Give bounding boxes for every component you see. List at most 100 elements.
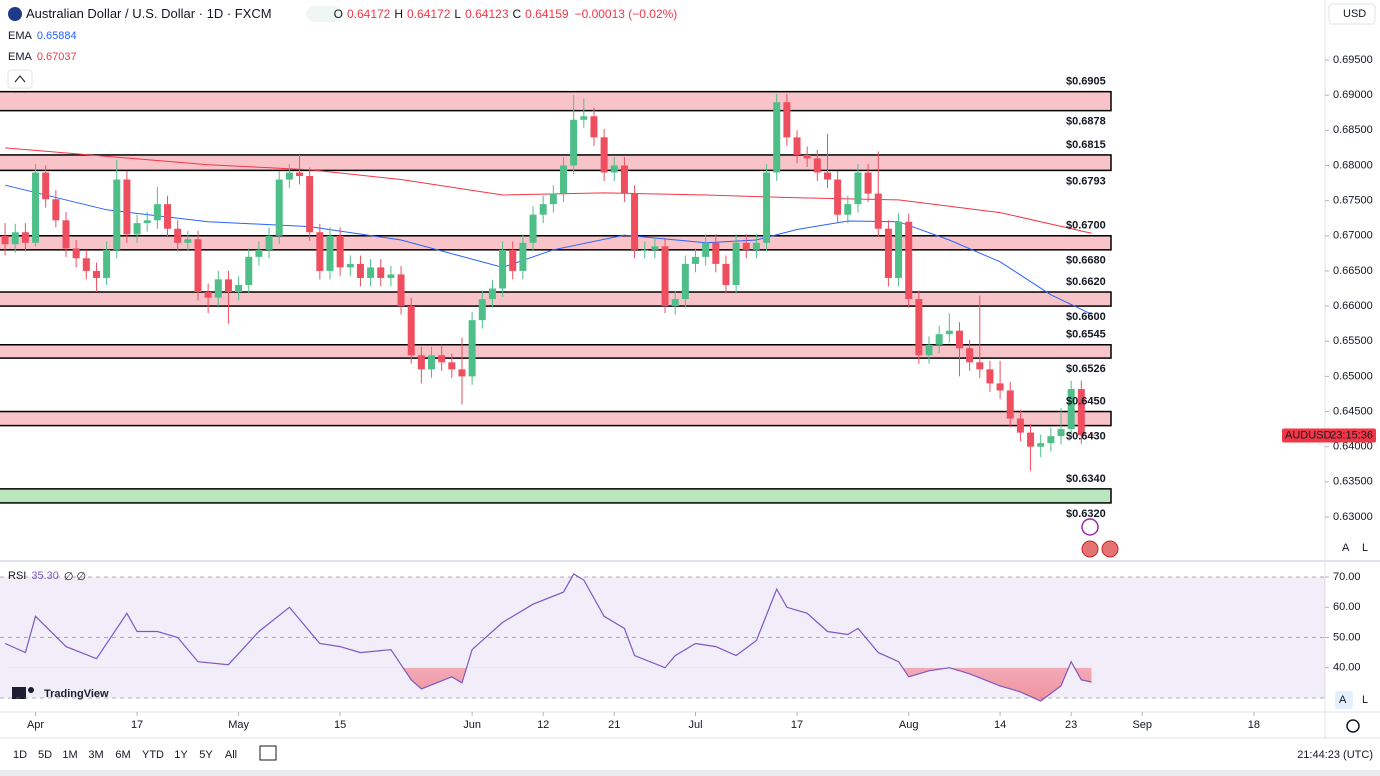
y-tick-label: 0.65500: [1333, 335, 1373, 347]
ema-label: EMA: [8, 30, 32, 42]
level-label: $0.6430: [1066, 430, 1106, 442]
calendar-icon[interactable]: [259, 745, 277, 761]
range-button[interactable]: 6M: [115, 749, 130, 761]
range-button[interactable]: 3M: [88, 749, 103, 761]
candle-body: [996, 383, 1004, 391]
candle-body: [153, 204, 161, 221]
candle-body: [641, 249, 649, 251]
settings-icon[interactable]: [1346, 719, 1360, 733]
candle-body: [1047, 436, 1055, 444]
candle-body: [1016, 418, 1024, 433]
candle-body: [854, 172, 862, 205]
range-button[interactable]: 5Y: [199, 749, 213, 761]
candle-body: [966, 348, 974, 363]
candle-body: [377, 267, 385, 278]
ema-value: 0.65884: [36, 30, 77, 42]
candle-body: [1087, 434, 1095, 436]
candle-body: [224, 279, 232, 293]
range-button[interactable]: 1Y: [174, 749, 188, 761]
level-zone: [0, 343, 1112, 359]
y-tick-label: 70.00: [1333, 571, 1361, 583]
level-zone: [0, 291, 1112, 307]
scale-button-bg: [1335, 691, 1353, 709]
candle-body: [1027, 432, 1035, 447]
candle-body: [204, 292, 212, 298]
footer-strip: [0, 770, 1380, 776]
candle-body: [742, 242, 750, 250]
candle-body: [1067, 389, 1075, 430]
price-tag-countdown: 23:15:36: [1330, 429, 1373, 441]
candle-body: [103, 249, 111, 278]
candle-body: [458, 369, 466, 377]
level-label: $0.6600: [1066, 311, 1106, 323]
candle-body: [448, 362, 456, 370]
candle-body: [1037, 443, 1045, 447]
level-label: $0.6680: [1066, 255, 1106, 267]
range-button[interactable]: 1M: [62, 749, 77, 761]
candle-body: [955, 330, 963, 349]
range-button[interactable]: 1D: [13, 749, 27, 761]
candle-body: [1057, 429, 1065, 437]
y-tick-label: 0.68500: [1333, 124, 1373, 136]
x-tick-label: Sep: [1132, 719, 1152, 731]
level-zone: [0, 154, 1112, 172]
level-label: $0.6878: [1066, 116, 1106, 128]
scale-button[interactable]: L: [1362, 694, 1368, 706]
x-tick-label: 18: [1248, 719, 1260, 731]
scale-button[interactable]: L: [1362, 542, 1368, 554]
ema-value: 0.67037: [36, 51, 77, 63]
candle-body: [367, 267, 375, 278]
candle-body: [925, 344, 933, 356]
level-label: $0.6905: [1066, 76, 1106, 88]
range-button[interactable]: All: [225, 749, 237, 761]
candle-body: [823, 172, 831, 180]
candle-body: [874, 193, 882, 229]
candle-body: [976, 362, 984, 370]
logo-mark: [28, 687, 34, 693]
candle-body: [905, 221, 913, 300]
collapse-button[interactable]: [7, 69, 33, 89]
ohlc-label: H: [394, 6, 404, 21]
logo-mark: [12, 687, 26, 699]
y-tick-label: 0.68000: [1333, 159, 1373, 171]
y-tick-label: 0.66500: [1333, 265, 1373, 277]
rsi-oversold-fill: [5, 667, 1092, 701]
level-label: $0.6526: [1066, 363, 1106, 375]
y-tick-label: 0.69500: [1333, 54, 1373, 66]
range-button[interactable]: YTD: [142, 749, 164, 761]
ohlc-label: L: [454, 6, 462, 21]
event-flag[interactable]: [1081, 540, 1099, 558]
event-flag[interactable]: [1101, 540, 1119, 558]
y-tick-label: 0.67500: [1333, 195, 1373, 207]
candle-body: [123, 179, 131, 235]
candle-body: [681, 263, 689, 300]
candle-body: [62, 220, 70, 249]
candle-body: [316, 232, 324, 271]
level-label: $0.6450: [1066, 395, 1106, 407]
candle-body: [174, 228, 182, 243]
flag-icon: [8, 7, 22, 21]
candle-body: [143, 220, 151, 224]
candle-body: [245, 256, 253, 285]
candle-body: [864, 172, 872, 194]
y-tick-label: 60.00: [1333, 601, 1361, 613]
scale-button[interactable]: A: [1342, 542, 1350, 554]
scale-button[interactable]: A: [1339, 694, 1347, 706]
x-tick-label: Jul: [688, 719, 702, 731]
status-pill: [306, 6, 342, 22]
currency-button[interactable]: [1328, 3, 1376, 25]
y-tick-label: 40.00: [1333, 662, 1361, 674]
ohlc-value: 0.64159: [525, 6, 569, 21]
range-button[interactable]: 5D: [38, 749, 52, 761]
candle-body: [752, 242, 760, 250]
candle-body: [539, 204, 547, 215]
y-tick-label: 0.65000: [1333, 370, 1373, 382]
candle-body: [499, 249, 507, 289]
event-icon[interactable]: [1081, 518, 1099, 536]
logo: TradingView: [44, 688, 109, 700]
candle-body: [468, 320, 476, 377]
x-tick-label: May: [228, 719, 249, 731]
rsi-line: [4, 573, 1092, 702]
candle-body: [265, 235, 273, 250]
candle-body: [296, 172, 304, 177]
